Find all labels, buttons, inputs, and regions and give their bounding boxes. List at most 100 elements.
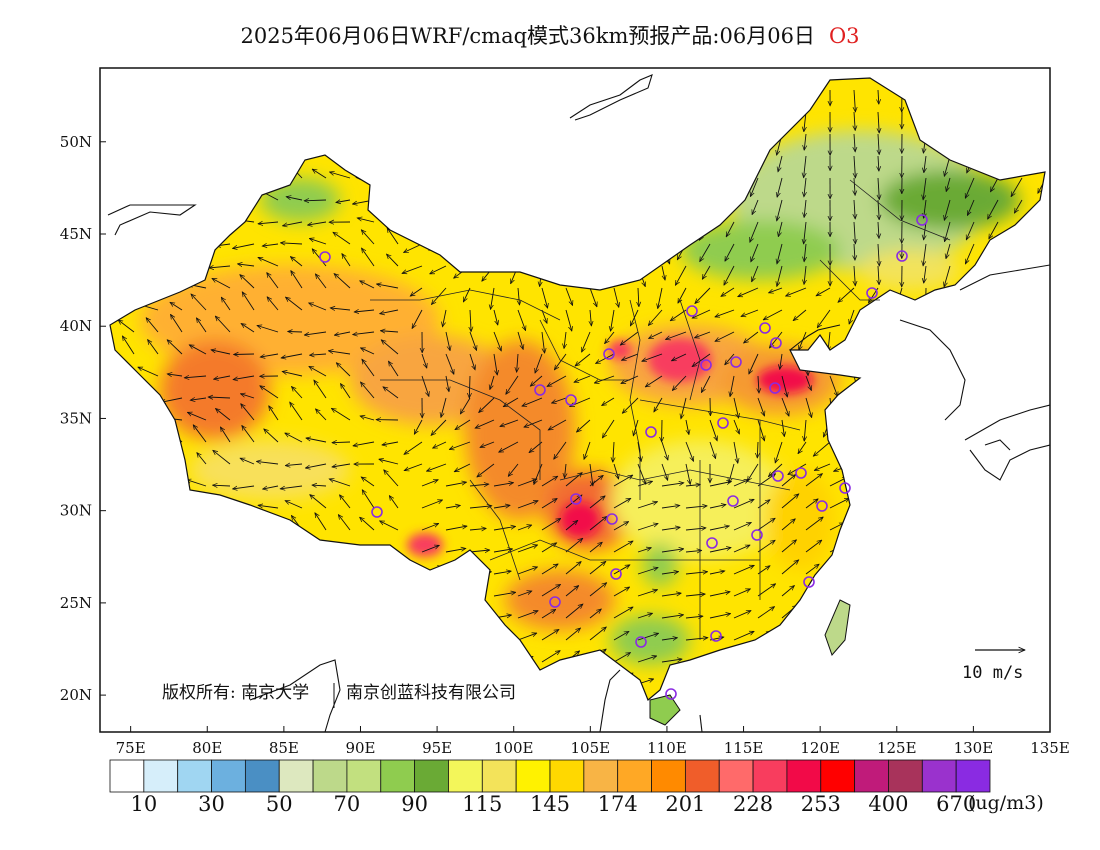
wind-arrow xyxy=(193,425,207,443)
wind-arrow xyxy=(964,177,975,198)
wind-arrow xyxy=(209,266,231,268)
wind-arrow xyxy=(213,485,231,486)
wind-arrow xyxy=(361,477,375,487)
wind-arrow xyxy=(404,463,423,471)
wind-arrow xyxy=(381,340,399,355)
wind-arrow xyxy=(240,458,255,465)
wind-arrow xyxy=(354,310,375,312)
wind-arrow xyxy=(637,568,658,575)
wind-arrow xyxy=(574,375,591,382)
wind-arrow xyxy=(288,332,303,333)
wind-arrow xyxy=(777,265,783,286)
lon-tick-label: 90E xyxy=(345,739,375,757)
city-marker xyxy=(606,513,618,525)
city-marker xyxy=(534,384,546,396)
wind-arrow xyxy=(666,331,687,340)
lat-tick-label: 40N xyxy=(60,317,92,335)
wind-arrow xyxy=(122,336,135,355)
wind-arrow xyxy=(725,243,735,261)
wind-arrow xyxy=(330,172,351,179)
wind-arrow xyxy=(238,264,255,266)
wind-arrow xyxy=(575,353,591,366)
city-marker xyxy=(371,506,383,518)
wind-arrow xyxy=(241,324,255,333)
wind-arrow xyxy=(360,416,375,421)
wind-arrow xyxy=(414,419,423,434)
wind-arrow xyxy=(854,221,855,244)
colorbar-swatch xyxy=(854,759,889,793)
wind-arrow xyxy=(672,353,687,362)
wind-arrow xyxy=(777,199,783,221)
wind-arrow xyxy=(333,232,351,245)
wind-arrow xyxy=(649,331,663,339)
wind-arrow xyxy=(709,505,726,509)
wind-arrow xyxy=(387,254,399,267)
wind-arrow xyxy=(565,520,578,531)
city-marker xyxy=(635,636,647,648)
wind-arrow xyxy=(804,419,806,441)
wind-arrow xyxy=(290,257,303,267)
wind-arrow xyxy=(878,133,879,155)
wind-arrow xyxy=(312,485,327,486)
wind-arrow xyxy=(306,438,327,443)
wind-arrow xyxy=(517,501,538,509)
taiwan-island xyxy=(824,599,851,656)
wind-arrow xyxy=(777,177,783,197)
wind-arrow xyxy=(118,320,135,333)
wind-arrow xyxy=(924,265,926,283)
wind-arrow xyxy=(196,318,207,333)
wind-arrow xyxy=(234,354,255,355)
wind-arrow xyxy=(260,353,279,357)
wind-arrow xyxy=(944,199,951,220)
wind-arrow xyxy=(241,404,255,421)
lon-tick-label: 130E xyxy=(954,739,994,757)
wind-arrow xyxy=(613,287,619,307)
wind-arrow xyxy=(602,419,615,438)
wind-arrow xyxy=(965,221,975,240)
wind-arrow xyxy=(805,517,823,531)
wind-arrow xyxy=(340,495,351,509)
wind-arrow xyxy=(518,287,520,305)
wind-arrow xyxy=(454,463,471,473)
wind-arrow xyxy=(215,316,231,333)
lat-tick-label: 30N xyxy=(60,502,92,520)
wind-arrow xyxy=(353,441,375,446)
wind-arrow xyxy=(258,505,279,509)
wind-arrow xyxy=(138,366,159,377)
wind-arrow xyxy=(517,545,538,553)
wind-arrow xyxy=(170,302,183,311)
colorbar-swatch xyxy=(549,759,585,793)
wind-arrow xyxy=(184,376,207,378)
wind-arrow xyxy=(946,177,951,192)
wind-arrow xyxy=(517,331,523,349)
colorbar-label: 670 xyxy=(936,792,977,816)
colorbar-swatch xyxy=(346,759,382,793)
wind-arrow xyxy=(552,397,567,403)
wind-arrow xyxy=(769,287,783,293)
wind-arrow xyxy=(733,564,754,575)
wind-arrow xyxy=(186,480,207,487)
wind-arrow xyxy=(421,353,427,368)
wind-arrow xyxy=(280,485,303,489)
city-marker xyxy=(770,337,782,349)
wind-arrow xyxy=(380,309,399,314)
wind-arrow xyxy=(517,611,538,619)
wind-arrow xyxy=(565,604,583,619)
wind-arrow xyxy=(724,265,735,285)
wind-arrow xyxy=(541,609,556,619)
wind-arrow xyxy=(709,548,731,553)
wind-arrow xyxy=(611,309,615,331)
wind-arrow xyxy=(757,607,775,619)
city-marker xyxy=(803,576,815,588)
colorbar-swatch xyxy=(684,759,720,793)
wind-arrow xyxy=(404,243,423,253)
wind-arrow xyxy=(565,628,581,641)
wind-arrow xyxy=(854,177,855,195)
wind-arrow xyxy=(613,631,629,641)
wind-arrow xyxy=(421,545,439,553)
wind-arrow xyxy=(672,375,687,391)
wind-arrow xyxy=(661,659,682,663)
wind-arrow xyxy=(197,453,207,465)
wind-arrow xyxy=(445,526,467,531)
lon-tick-label: 115E xyxy=(724,739,764,757)
